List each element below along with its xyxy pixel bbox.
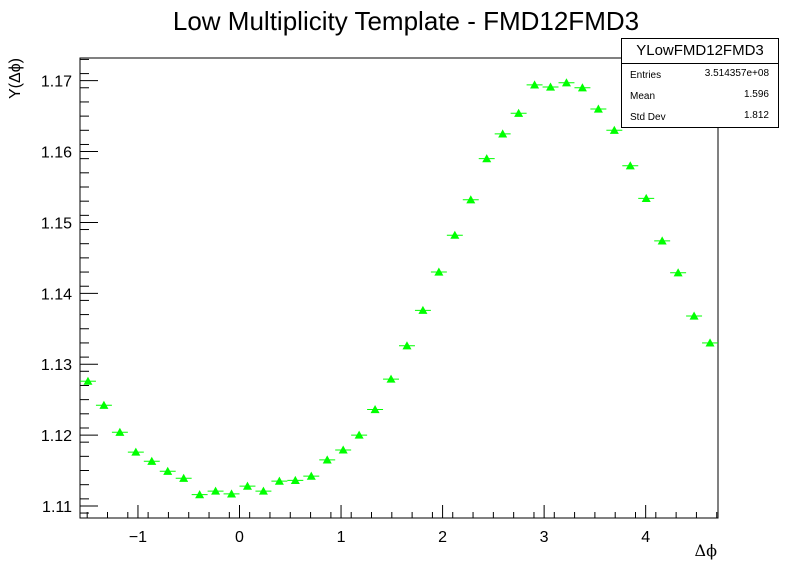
y-tick-label: 1.17 xyxy=(41,74,72,91)
data-point xyxy=(657,236,667,245)
data-point xyxy=(561,78,571,87)
x-tick-label: 4 xyxy=(641,529,650,546)
data-point xyxy=(115,427,125,436)
stats-value: 1.812 xyxy=(743,110,769,121)
data-point xyxy=(258,486,268,495)
plot-border xyxy=(79,57,719,519)
data-point xyxy=(211,486,221,495)
data-point xyxy=(242,481,252,490)
x-tick-label: −1 xyxy=(129,529,147,546)
data-point xyxy=(577,83,587,92)
data-point xyxy=(498,129,508,138)
data-point xyxy=(338,445,348,454)
x-tick-label: 1 xyxy=(337,529,346,546)
data-point xyxy=(466,195,476,204)
y-tick-label: 1.14 xyxy=(41,286,72,303)
chart-title: Low Multiplicity Template - FMD12FMD3 xyxy=(173,6,639,36)
data-point xyxy=(689,311,699,320)
data-point xyxy=(609,125,619,134)
data-point xyxy=(705,338,715,347)
stats-row-mean: Mean 1.596 xyxy=(622,85,778,106)
data-point xyxy=(546,82,556,91)
data-point xyxy=(195,490,205,499)
y-axis-label: Y(Δϕ) xyxy=(7,58,24,99)
plot-frame xyxy=(79,57,719,519)
data-point xyxy=(147,456,157,465)
data-point xyxy=(354,430,364,439)
data-point xyxy=(274,476,284,485)
data-point xyxy=(227,489,237,498)
data-point xyxy=(593,104,603,113)
stats-row-stddev: Std Dev 1.812 xyxy=(622,106,778,127)
y-tick-label: 1.13 xyxy=(41,357,72,374)
y-tick-label: 1.12 xyxy=(41,428,72,445)
x-tick-label: 3 xyxy=(540,529,549,546)
stats-row-entries: Entries 3.514357e+08 xyxy=(622,64,778,85)
data-point xyxy=(131,447,141,456)
stats-label: Mean xyxy=(630,91,656,102)
stats-value: 1.596 xyxy=(743,89,769,100)
data-point xyxy=(386,374,396,383)
data-point xyxy=(673,268,683,277)
stats-value: 3.514357e+08 xyxy=(704,68,769,79)
data-point xyxy=(625,161,635,170)
data-point xyxy=(450,230,460,239)
stats-title: YLowFMD12FMD3 xyxy=(622,39,778,64)
data-point xyxy=(402,341,412,350)
x-axis-label: Δϕ xyxy=(695,541,718,560)
data-point xyxy=(370,405,380,414)
stats-label: Std Dev xyxy=(630,112,666,123)
data-point xyxy=(179,473,189,482)
data-points xyxy=(80,78,718,499)
x-tick-label: 2 xyxy=(438,529,447,546)
y-axis: 1.11 1.12 1.13 1.14 1.15 1.16 1.17 xyxy=(41,58,98,516)
data-point xyxy=(322,455,332,464)
data-point xyxy=(482,154,492,163)
data-point xyxy=(514,108,524,117)
stats-label: Entries xyxy=(630,70,662,81)
y-tick-label: 1.15 xyxy=(41,215,72,232)
y-tick-label: 1.11 xyxy=(42,499,72,516)
data-point xyxy=(290,475,300,485)
data-point xyxy=(434,267,444,276)
data-point xyxy=(83,376,93,385)
data-point xyxy=(530,80,540,89)
y-tick-label: 1.16 xyxy=(41,145,72,162)
stats-box: YLowFMD12FMD3 Entries 3.514357e+08 Mean … xyxy=(621,38,779,128)
data-point xyxy=(306,471,316,480)
data-point xyxy=(418,305,428,314)
data-point xyxy=(163,466,173,475)
x-axis: −1 0 1 2 3 4 xyxy=(86,505,718,546)
data-point xyxy=(99,400,109,409)
data-point xyxy=(641,193,651,202)
x-tick-label: 0 xyxy=(235,529,244,546)
